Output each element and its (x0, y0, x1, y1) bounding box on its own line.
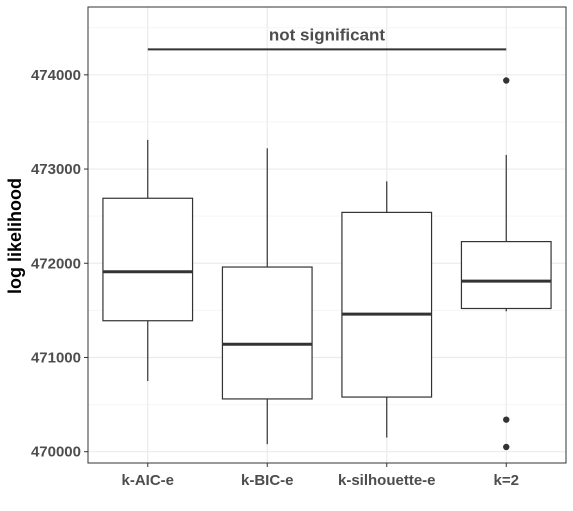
y-tick-label: 472000 (31, 255, 81, 272)
y-tick-label: 473000 (31, 161, 81, 178)
box-k-BIC-e (221, 148, 313, 445)
x-tick-label: k=2 (494, 472, 519, 489)
y-axis-title: log likelihood (5, 178, 25, 294)
significance-label: not significant (269, 25, 386, 44)
x-axis: k-AIC-e k-BIC-e k-silhouette-e k=2 (121, 463, 519, 489)
outlier-point (503, 443, 510, 451)
significance-annotation: not significant (147, 25, 507, 51)
box-iqr (221, 266, 313, 400)
x-tick-label: k-AIC-e (121, 472, 174, 489)
outlier-point (503, 416, 510, 423)
outlier-point (503, 77, 510, 84)
box-iqr (460, 240, 552, 310)
y-tick-label: 474000 (31, 67, 81, 84)
y-axis: 470000 471000 472000 473000 474000 (31, 67, 88, 461)
box-plot-series (102, 77, 552, 451)
x-tick-label: k-silhouette-e (338, 472, 436, 489)
box-k=2 (460, 77, 552, 451)
box-k-AIC-e (102, 139, 194, 382)
x-tick-label: k-BIC-e (241, 472, 294, 489)
panel-border (87, 6, 567, 464)
box-k-silhouette-e (341, 181, 433, 438)
box-iqr (341, 211, 433, 398)
y-tick-label: 471000 (31, 349, 81, 366)
y-tick-label: 470000 (31, 444, 81, 461)
box-iqr (102, 197, 194, 322)
